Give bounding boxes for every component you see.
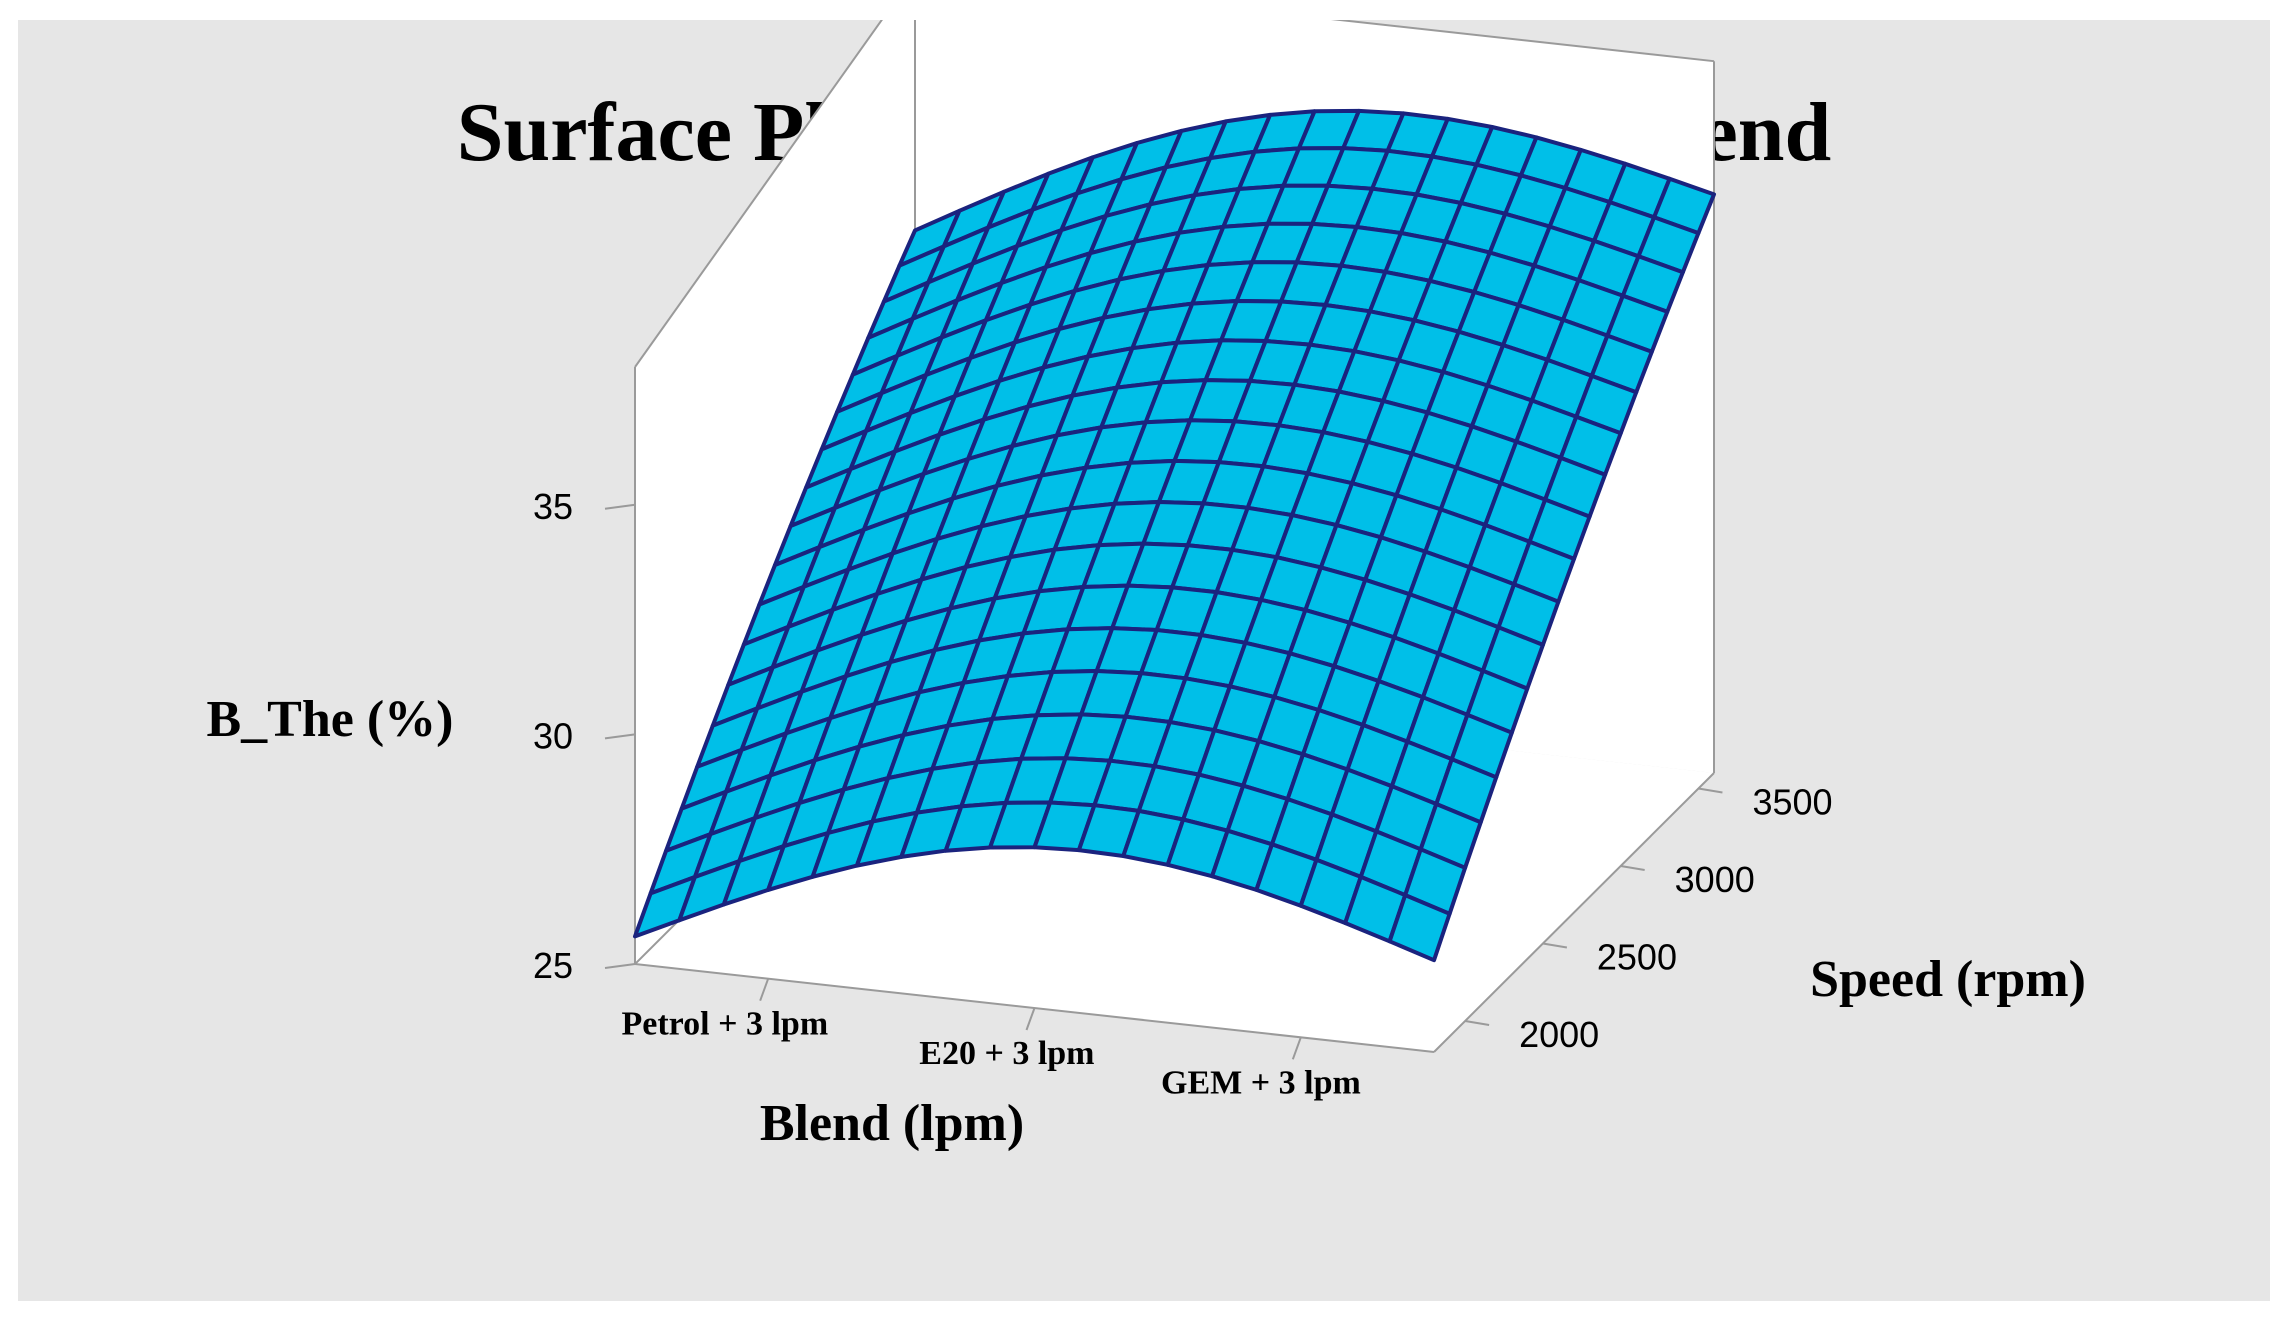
y-tick-label: 3000 bbox=[1675, 859, 1755, 900]
y-tick bbox=[1464, 1020, 1490, 1026]
y-tick-label: 2000 bbox=[1519, 1014, 1599, 1055]
y-tick bbox=[1620, 865, 1645, 871]
x-tick-label: Petrol + 3 lpm bbox=[622, 1006, 829, 1043]
z-tick-label: 25 bbox=[533, 945, 573, 986]
box-edge bbox=[1433, 772, 1715, 1053]
axis-ticks: 25 30 35 Petrol + 3 lpm E20 + 3 lpm GEM + 3 l… bbox=[533, 486, 1833, 1102]
x-tick bbox=[1025, 1007, 1036, 1031]
surface-mesh bbox=[633, 108, 1716, 963]
z-tick bbox=[604, 963, 636, 969]
z-tick-label: 35 bbox=[533, 486, 573, 527]
surface-patch bbox=[1387, 893, 1452, 963]
x-tick-label: E20 + 3 lpm bbox=[919, 1035, 1094, 1072]
x-tick-label: GEM + 3 lpm bbox=[1161, 1064, 1361, 1101]
y-axis-label: Speed (rpm) bbox=[1810, 951, 2086, 1008]
surface-plot: Surface Plot of B_The vs Speed, Blend 25… bbox=[207, 20, 2086, 1152]
box-edge bbox=[1330, 20, 1715, 63]
x-tick bbox=[759, 978, 770, 1002]
y-tick-label: 3500 bbox=[1752, 782, 1832, 823]
x-axis-label: Blend (lpm) bbox=[760, 1095, 1024, 1152]
y-tick bbox=[1698, 787, 1723, 794]
z-tick bbox=[604, 733, 636, 740]
z-tick-label: 30 bbox=[533, 715, 573, 756]
box-edge bbox=[634, 20, 883, 368]
z-axis-label: B_The (%) bbox=[207, 691, 454, 748]
chart-frame: Surface Plot of B_The vs Speed, Blend 25… bbox=[18, 20, 2270, 1301]
z-tick bbox=[604, 503, 636, 510]
y-tick bbox=[1542, 942, 1568, 949]
x-tick bbox=[1291, 1036, 1302, 1060]
y-tick-label: 2500 bbox=[1597, 937, 1677, 978]
